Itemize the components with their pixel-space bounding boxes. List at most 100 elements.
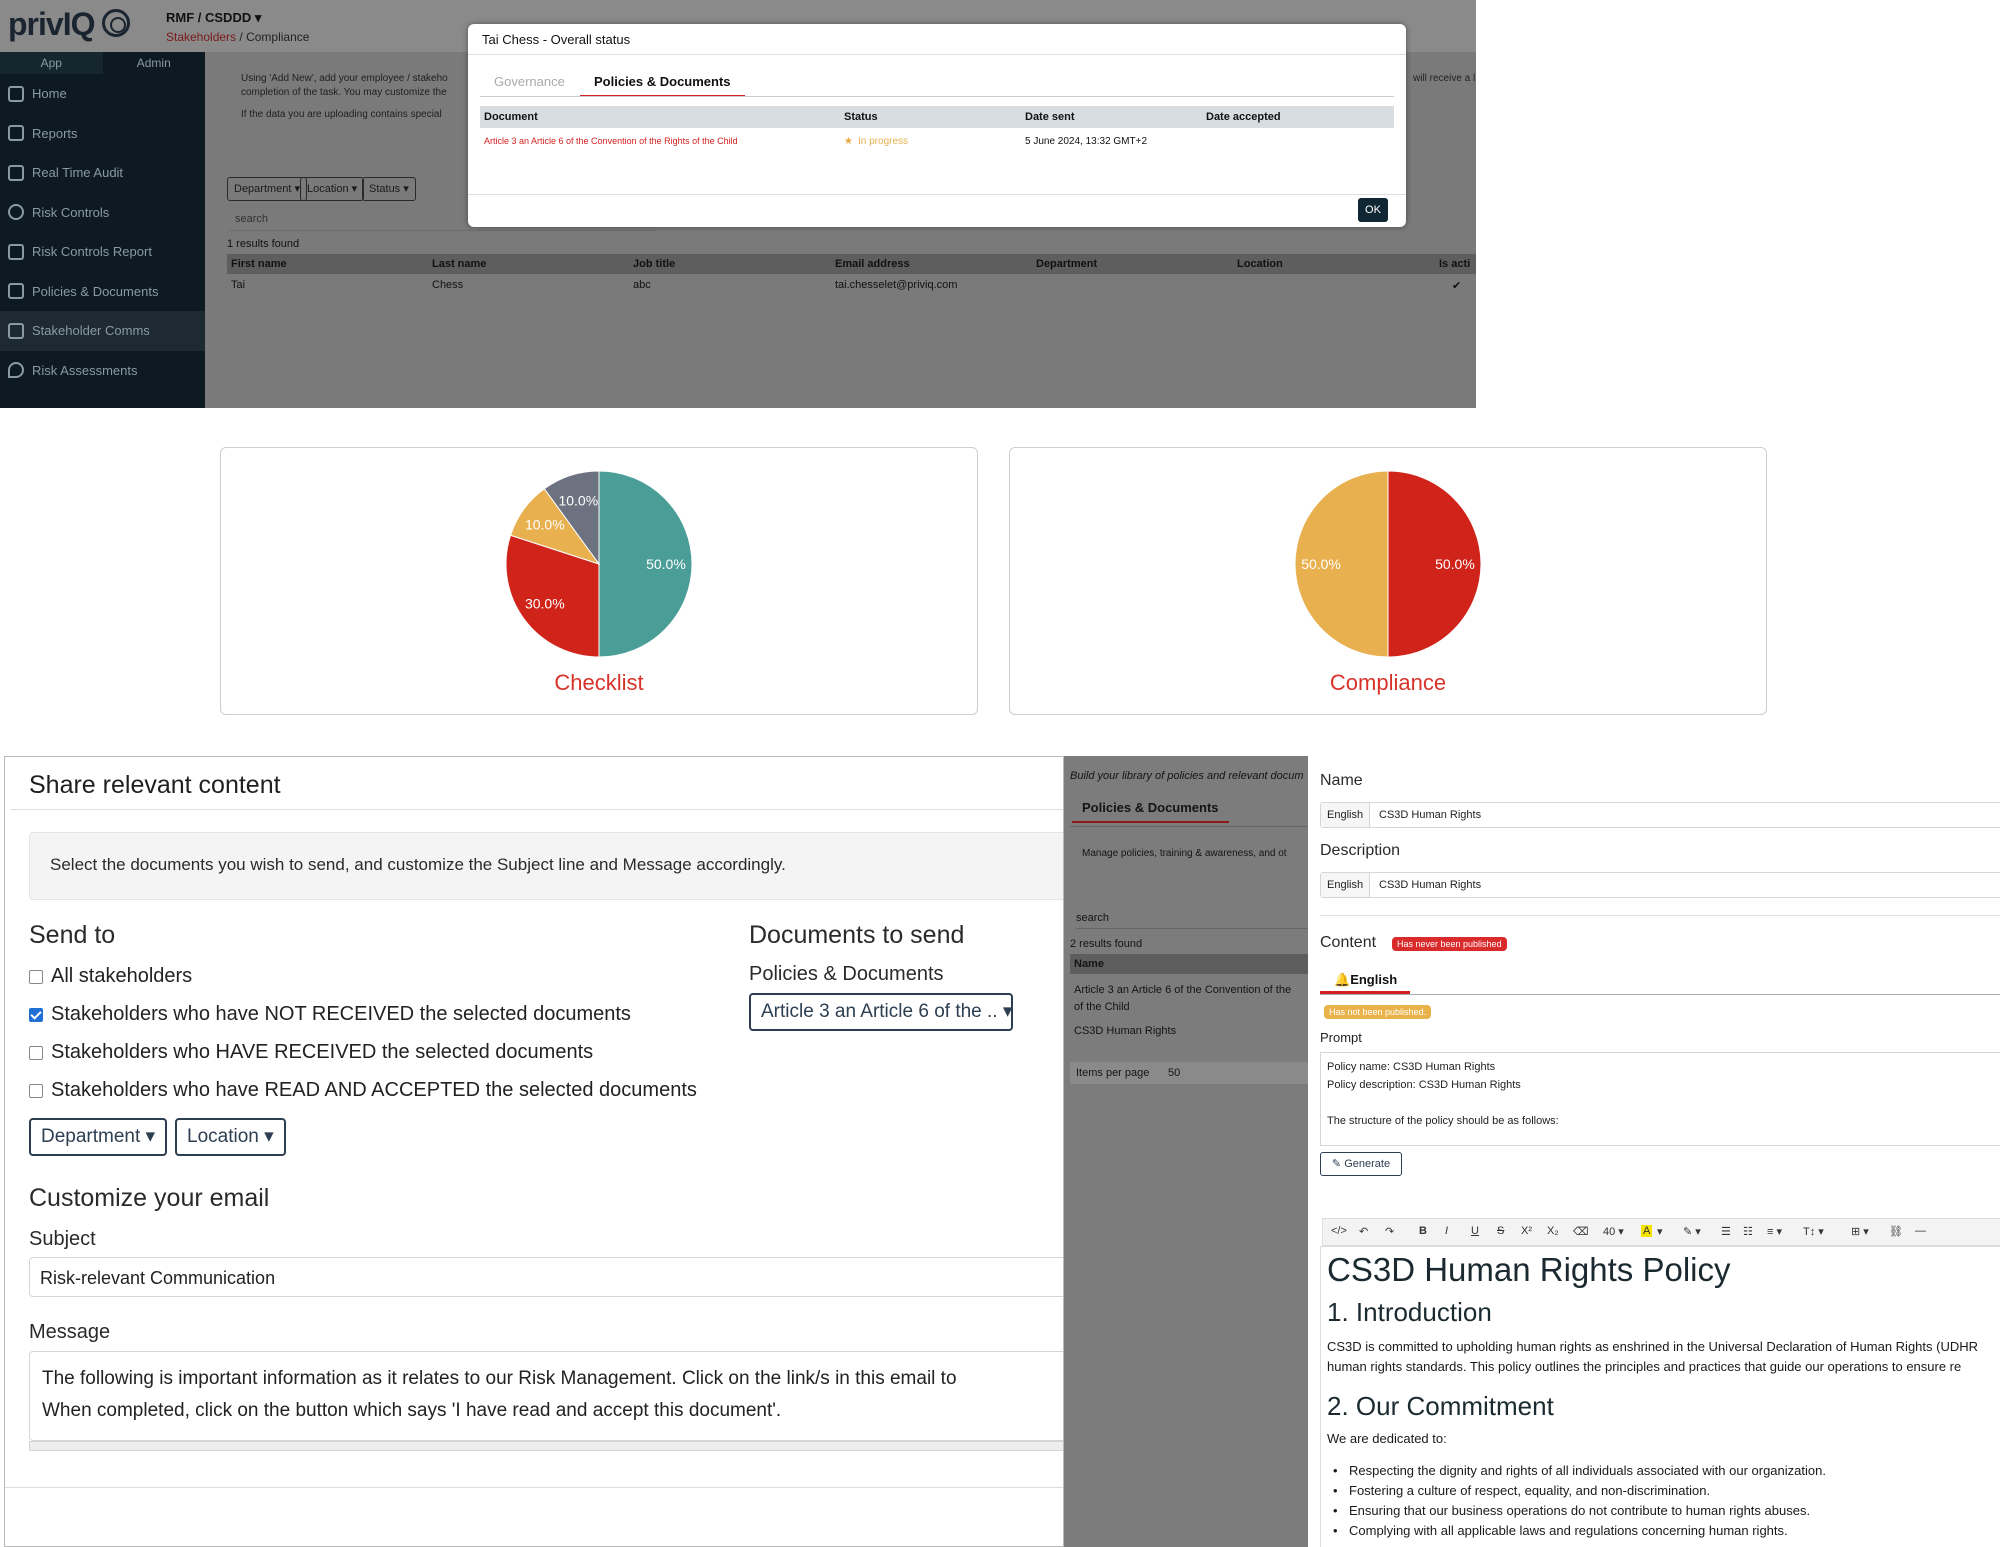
content-editor[interactable]: CS3D Human Rights Policy 1. Introduction… <box>1320 1246 2000 1547</box>
table-row[interactable]: Tai Chess abc tai.chesselet@priviq.com ✔ <box>231 279 1462 292</box>
align-dropdown[interactable]: ≡ ▾ <box>1767 1226 1782 1238</box>
sidebar-item-risk-controls-report[interactable]: Risk Controls Report <box>0 232 205 272</box>
status-text: In progress <box>858 136 909 147</box>
pie-label-0: 50.0% <box>646 556 686 572</box>
checklist-title: Checklist <box>554 670 644 695</box>
checkbox-checked[interactable] <box>29 1007 43 1022</box>
library-search-input[interactable]: search <box>1076 912 1308 929</box>
horizontal-rule-button[interactable]: — <box>1915 1225 1926 1237</box>
eraser-icon[interactable]: ⌫ <box>1573 1226 1589 1238</box>
sidebar-item-reports[interactable]: Reports <box>0 114 205 154</box>
font-color-dropdown[interactable]: ▾ <box>1657 1226 1663 1238</box>
tab-governance[interactable]: Governance <box>494 74 565 89</box>
list-item: Fostering a culture of respect, equality… <box>1333 1483 1710 1498</box>
option-all-stakeholders[interactable]: All stakeholders <box>29 965 192 988</box>
prompt-textarea[interactable]: Policy name: CS3D Human Rights Policy de… <box>1320 1052 2000 1146</box>
numbered-list-button[interactable]: ☷ <box>1743 1226 1753 1238</box>
tab-admin[interactable]: Admin <box>136 56 171 70</box>
filter-location[interactable]: Location ▾ <box>300 177 365 201</box>
bullet-list-button[interactable]: ☰ <box>1721 1226 1731 1238</box>
textarea-resize-handle[interactable] <box>29 1441 1063 1451</box>
option-read-accepted[interactable]: Stakeholders who have READ AND ACCEPTED … <box>29 1079 697 1102</box>
link-icon[interactable]: ⛓ <box>1889 1226 1903 1238</box>
breadcrumb-compliance: Compliance <box>246 30 310 44</box>
checkbox[interactable] <box>29 1083 43 1098</box>
magic-wand-icon: ✎ <box>1331 1158 1342 1170</box>
never-published-badge: Has never been published <box>1392 937 1507 951</box>
list-item[interactable]: of the Child <box>1074 1001 1130 1013</box>
sidebar-item-risk-controls[interactable]: Risk Controls <box>0 193 205 233</box>
checkbox[interactable] <box>29 969 43 984</box>
tab-english[interactable]: 🔔English <box>1334 972 1398 987</box>
checkbox[interactable] <box>29 1045 43 1060</box>
search-input[interactable]: search <box>229 208 655 231</box>
line-height-dropdown[interactable]: T↕ ▾ <box>1803 1226 1824 1238</box>
message-label: Message <box>29 1321 111 1343</box>
fingerprint-icon <box>102 9 130 37</box>
generate-button[interactable]: ✎ Generate <box>1320 1152 1402 1176</box>
table-header: First name Last name Job title Email add… <box>227 254 1476 274</box>
ok-button[interactable]: OK <box>1358 198 1388 222</box>
description-label: Description <box>1320 842 1401 859</box>
breadcrumb: Stakeholders / Compliance <box>166 30 310 44</box>
location-dropdown[interactable]: Location ▾ <box>175 1118 286 1156</box>
pin-shield-icon <box>8 362 24 379</box>
tab-policies-documents[interactable]: Policies & Documents <box>580 74 745 97</box>
code-view-button[interactable]: </> <box>1331 1225 1347 1237</box>
documents-select[interactable]: Article 3 an Article 6 of the .. ▾ <box>749 993 1013 1031</box>
content-label: Content <box>1320 934 1377 951</box>
sidebar-item-real-time-audit[interactable]: Real Time Audit <box>0 153 205 193</box>
tab-policies-documents[interactable]: Policies & Documents <box>1072 800 1229 823</box>
library-description: Manage policies, training & awareness, a… <box>1082 848 1287 859</box>
filter-department[interactable]: Department ▾ <box>227 177 308 201</box>
stakeholders-screen: privIQ RMF / CSDDD ▾ Stakeholders / Comp… <box>0 0 1476 408</box>
redo-button[interactable]: ↷ <box>1385 1226 1395 1238</box>
description-field[interactable]: English CS3D Human Rights <box>1320 872 2000 898</box>
italic-button[interactable]: I <box>1445 1225 1449 1237</box>
list-item[interactable]: CS3D Human Rights <box>1074 1025 1177 1037</box>
strikethrough-button[interactable]: S <box>1497 1225 1505 1237</box>
project-selector[interactable]: RMF / CSDDD ▾ <box>166 10 262 25</box>
sidebar-item-risk-assessments[interactable]: Risk Assessments <box>0 351 205 391</box>
name-field[interactable]: English CS3D Human Rights <box>1320 802 2000 828</box>
option-not-received[interactable]: Stakeholders who have NOT RECEIVED the s… <box>29 1003 631 1026</box>
compliance-title: Compliance <box>1329 670 1447 695</box>
document-link[interactable]: Article 3 an Article 6 of the Convention… <box>484 136 738 146</box>
sidebar: App Admin Home Reports Real Time Audit R… <box>0 52 205 408</box>
font-size-select[interactable]: 40 ▾ <box>1603 1226 1624 1238</box>
items-per-page-select[interactable]: 50 <box>1168 1067 1181 1079</box>
breadcrumb-stakeholders[interactable]: Stakeholders <box>166 30 237 44</box>
main-content: Using 'Add New', add your employee / sta… <box>205 52 1476 408</box>
sidebar-item-home[interactable]: Home <box>0 74 205 114</box>
modal-table-header: Document Status Date sent Date accepted <box>480 106 1394 128</box>
check-circle-icon <box>8 204 24 221</box>
style-dropdown[interactable]: ✎ ▾ <box>1683 1226 1701 1238</box>
message-textarea[interactable]: The following is important information a… <box>29 1351 1063 1441</box>
pie-label-1: 50.0% <box>1301 556 1341 572</box>
subject-input[interactable]: Risk-relevant Communication <box>29 1257 1063 1297</box>
tab-app[interactable]: App <box>0 52 103 74</box>
filter-status[interactable]: Status ▾ <box>362 177 416 201</box>
sidebar-item-stakeholder-comms[interactable]: Stakeholder Comms <box>0 311 205 351</box>
bold-button[interactable]: B <box>1419 1225 1427 1237</box>
sidebar-item-policies[interactable]: Policies & Documents <box>0 272 205 312</box>
language-tag: English <box>1321 803 1371 827</box>
superscript-button[interactable]: X² <box>1521 1225 1532 1237</box>
pie-slice-1 <box>1294 470 1389 658</box>
dialog-title: Share relevant content <box>29 771 281 799</box>
undo-button[interactable]: ↶ <box>1359 1226 1369 1238</box>
library-results-count: 2 results found <box>1070 938 1143 950</box>
option-have-received[interactable]: Stakeholders who HAVE RECEIVED the selec… <box>29 1041 593 1064</box>
pie-label-2: 10.0% <box>525 517 565 533</box>
list-item: Complying with all applicable laws and r… <box>1333 1523 1788 1538</box>
list-item: Ensuring that our business operations do… <box>1333 1503 1810 1518</box>
list-item[interactable]: Article 3 an Article 6 of the Convention… <box>1074 984 1292 996</box>
items-per-page-label: Items per page <box>1076 1067 1150 1079</box>
font-color-button[interactable]: A <box>1641 1225 1653 1237</box>
doc-title: CS3D Human Rights Policy <box>1327 1251 1731 1288</box>
table-dropdown[interactable]: ⊞ ▾ <box>1851 1226 1869 1238</box>
underline-button[interactable]: U <box>1471 1225 1479 1237</box>
department-dropdown[interactable]: Department ▾ <box>29 1118 168 1156</box>
subscript-button[interactable]: X₂ <box>1547 1225 1559 1237</box>
share-dialog: Share relevant content Select the docume… <box>4 756 1064 1547</box>
